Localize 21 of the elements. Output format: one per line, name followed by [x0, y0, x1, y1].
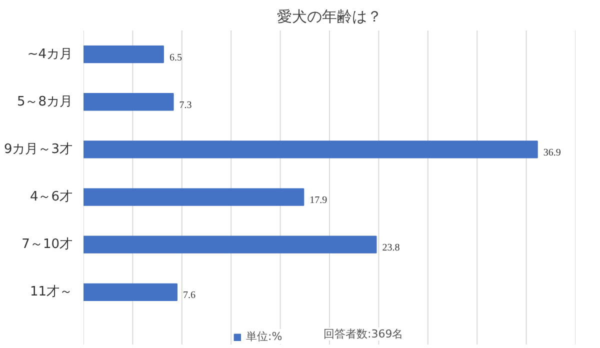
data-label: 36.9 — [543, 147, 561, 158]
y-tick-label: 5～8カ月 — [16, 94, 73, 110]
bar — [84, 236, 377, 254]
legend-label: 単位:% — [246, 329, 282, 344]
bar — [84, 283, 178, 301]
bar — [84, 140, 538, 158]
data-label: 23.8 — [382, 242, 400, 254]
y-tick-label: 11才～ — [30, 284, 73, 300]
data-label: 6.5 — [169, 52, 182, 64]
y-tick-label: 9カ月～3才 — [4, 142, 73, 157]
bar — [84, 188, 304, 206]
bar — [84, 45, 164, 64]
data-label: 7.3 — [179, 100, 192, 111]
y-tick-label: ~4カ月 — [27, 46, 73, 62]
bar — [84, 93, 174, 111]
y-tick-label: 7～10才 — [22, 237, 73, 252]
data-label: 7.6 — [182, 290, 196, 302]
data-label: 17.9 — [310, 195, 328, 206]
y-tick-label: 4～6才 — [30, 190, 73, 205]
chart-title: 愛犬の年齢は？ — [277, 8, 382, 26]
annotation: 回答者数:369名 — [324, 328, 404, 340]
